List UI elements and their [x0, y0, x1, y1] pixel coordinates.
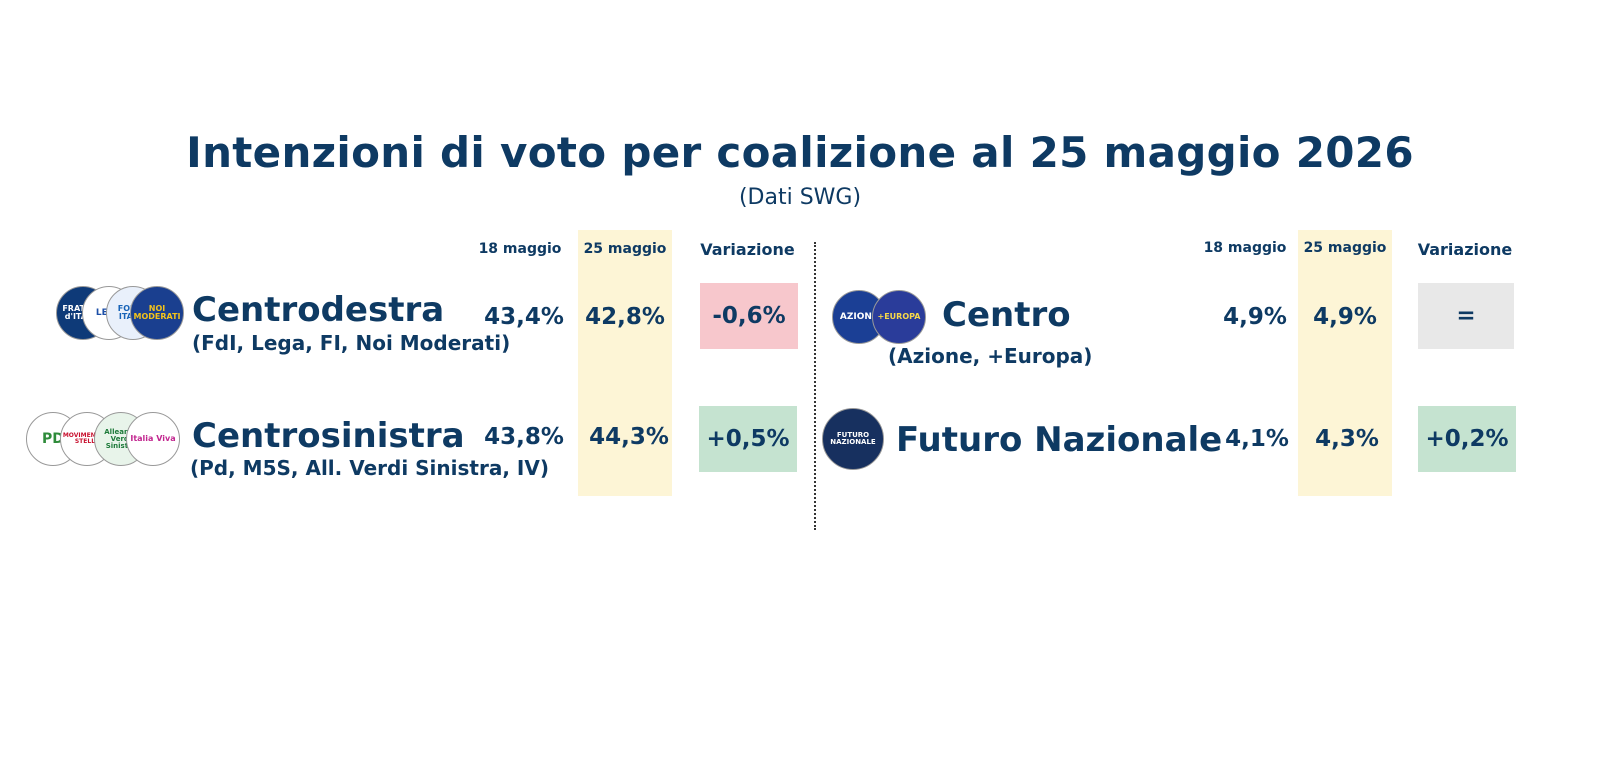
logo-noi-moderati: NOI MODERATI: [130, 286, 184, 340]
header-curr-right: 25 maggio: [1303, 240, 1387, 256]
value-curr-futuro-nazionale: 4,3%: [1315, 426, 1379, 452]
change-centrosinistra: +0,5%: [699, 406, 797, 472]
coalition-name-centro: Centro: [942, 295, 1071, 335]
value-prev-centrosinistra: 43,8%: [484, 424, 564, 450]
coalition-name-centrodestra: Centrodestra: [192, 290, 445, 330]
value-prev-futuro-nazionale: 4,1%: [1225, 426, 1289, 452]
chart-subtitle: (Dati SWG): [738, 185, 862, 210]
header-prev-left: 18 maggio: [478, 241, 562, 257]
value-prev-centro: 4,9%: [1223, 304, 1287, 330]
coalition-members-centro: (Azione, +Europa): [888, 344, 1093, 368]
coalition-name-futuro-nazionale: Futuro Nazionale: [896, 420, 1223, 460]
change-futuro-nazionale: +0,2%: [1418, 406, 1516, 472]
column-divider: [814, 242, 816, 530]
logo-italia-viva: Italia Viva: [126, 412, 180, 466]
logo-piu-europa: +EUROPA: [872, 290, 926, 344]
value-curr-centrosinistra: 44,3%: [589, 424, 669, 450]
change-centrodestra: -0,6%: [700, 283, 798, 349]
value-prev-centrodestra: 43,4%: [484, 304, 564, 330]
value-curr-centrodestra: 42,8%: [585, 304, 665, 330]
highlight-band-left: [578, 230, 672, 496]
logo-group-futuro-nazionale: FUTURO NAZIONALE: [822, 408, 886, 472]
header-prev-right: 18 maggio: [1203, 240, 1287, 256]
highlight-band-right: [1298, 230, 1392, 496]
coalition-members-centrodestra: (FdI, Lega, FI, Noi Moderati): [192, 331, 511, 355]
value-curr-centro: 4,9%: [1313, 304, 1377, 330]
header-change-left: Variazione: [700, 240, 795, 259]
logo-group-centrosinistra: PD MOVIMENTO 5 STELLE Alleanza Verdi Sin…: [26, 412, 180, 468]
logo-futuro-nazionale: FUTURO NAZIONALE: [822, 408, 884, 470]
header-curr-left: 25 maggio: [583, 241, 667, 257]
coalition-name-centrosinistra: Centrosinistra: [192, 416, 465, 456]
logo-group-centrodestra: FRATELLI d'ITALIA LEGA FORZA ITALIA NOI …: [56, 286, 184, 342]
header-change-right: Variazione: [1417, 240, 1513, 259]
chart-title: Intenzioni di voto per coalizione al 25 …: [186, 128, 1414, 177]
change-centro: =: [1418, 283, 1514, 349]
coalition-members-centrosinistra: (Pd, M5S, All. Verdi Sinistra, IV): [190, 456, 549, 480]
logo-group-centro: AZIONE +EUROPA: [832, 290, 928, 346]
